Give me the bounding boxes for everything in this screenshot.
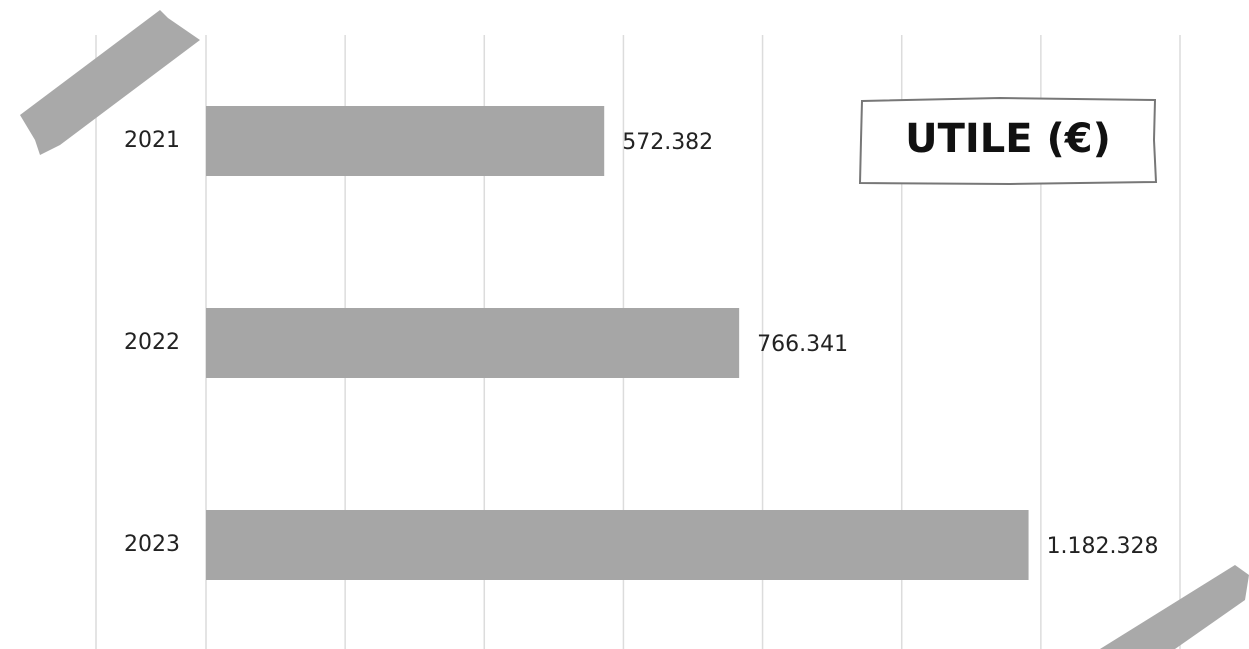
bars xyxy=(206,106,1029,580)
bar xyxy=(206,308,740,378)
tape xyxy=(1100,565,1249,649)
tape xyxy=(20,10,200,155)
bar xyxy=(206,510,1029,580)
y-tick-label: 2022 xyxy=(124,330,180,355)
data-label: 1.182.328 xyxy=(1047,534,1159,559)
data-label: 572.382 xyxy=(622,130,713,155)
data-label: 766.341 xyxy=(757,332,848,357)
chart-title: UTILE (€) xyxy=(905,116,1111,162)
bar xyxy=(206,106,605,176)
y-tick-label: 2023 xyxy=(124,532,180,557)
title-box xyxy=(858,96,1158,186)
y-tick-label: 2021 xyxy=(124,128,180,153)
